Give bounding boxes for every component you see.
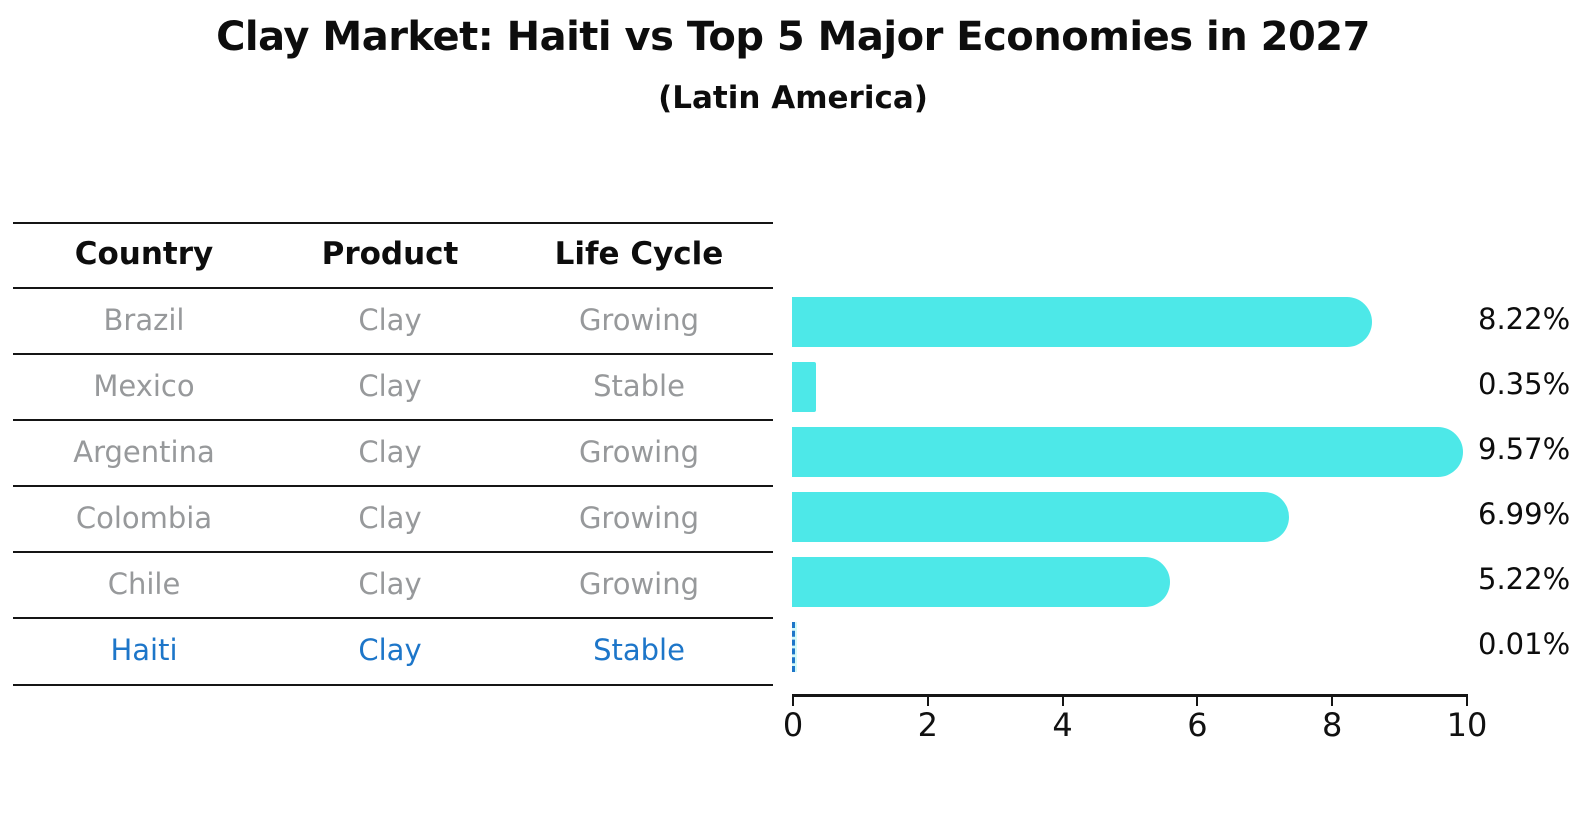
bar-value-label: 5.22% xyxy=(1478,562,1571,596)
x-axis-tick-label: 4 xyxy=(1052,706,1073,744)
x-axis-tick-label: 2 xyxy=(917,706,938,744)
x-axis-line xyxy=(792,694,1468,697)
x-axis-tick xyxy=(1061,697,1064,706)
product-cell: Clay xyxy=(358,567,422,601)
product-cell: Clay xyxy=(358,303,422,337)
table-rule xyxy=(13,353,773,355)
table-header-row: Country Product Life Cycle xyxy=(13,222,773,287)
table-header-country: Country xyxy=(74,236,214,272)
country-cell: Colombia xyxy=(75,501,213,535)
life-cycle-cell: Growing xyxy=(578,435,700,469)
chart-title: Clay Market: Haiti vs Top 5 Major Econom… xyxy=(216,14,1370,60)
table-header-product: Product xyxy=(321,236,459,272)
life-cycle-cell: Stable xyxy=(593,369,685,403)
bar-colombia xyxy=(792,492,1290,542)
product-cell: Clay xyxy=(358,369,422,403)
table-row: Brazil Clay Growing xyxy=(13,287,773,353)
bar-value-label: 0.35% xyxy=(1478,367,1571,401)
country-cell: Brazil xyxy=(103,303,185,337)
x-axis-tick xyxy=(792,697,794,706)
x-axis-tick-label: 8 xyxy=(1322,706,1343,744)
life-cycle-cell: Stable xyxy=(593,633,685,667)
chart-subtitle: (Latin America) xyxy=(658,80,928,116)
bar-haiti xyxy=(792,622,797,672)
bar-value-label: 8.22% xyxy=(1478,302,1571,336)
table-row: Mexico Clay Stable xyxy=(13,353,773,419)
table-header-life-cycle: Life Cycle xyxy=(554,236,724,272)
product-cell: Clay xyxy=(358,501,422,535)
life-cycle-cell: Growing xyxy=(578,501,700,535)
table-rule xyxy=(13,617,773,619)
table-row: Chile Clay Growing xyxy=(13,551,773,617)
table-rule xyxy=(13,684,773,686)
country-table: Country Product Life Cycle Brazil Clay G… xyxy=(13,0,773,823)
x-axis-tick xyxy=(1196,697,1199,706)
x-axis-tick xyxy=(1331,697,1334,706)
country-cell: Mexico xyxy=(93,369,195,403)
bar-value-label: 9.57% xyxy=(1478,432,1571,466)
bar-value-label: 0.01% xyxy=(1478,627,1571,661)
product-cell: Clay xyxy=(358,435,422,469)
table-rule xyxy=(13,222,773,224)
country-cell: Argentina xyxy=(73,435,215,469)
table-row: Colombia Clay Growing xyxy=(13,485,773,551)
x-axis-tick-label: 10 xyxy=(1446,706,1488,744)
life-cycle-cell: Growing xyxy=(578,567,700,601)
table-rule xyxy=(13,485,773,487)
bar-value-label: 6.99% xyxy=(1478,497,1571,531)
x-axis-tick xyxy=(1466,697,1468,706)
life-cycle-cell: Growing xyxy=(578,303,700,337)
product-cell: Clay xyxy=(358,633,422,667)
table-rule xyxy=(13,287,773,289)
table-rule xyxy=(13,551,773,553)
bar-brazil xyxy=(792,297,1373,347)
bar-chile xyxy=(792,557,1170,607)
table-row: Argentina Clay Growing xyxy=(13,419,773,485)
bar-mexico xyxy=(792,362,816,412)
country-cell: Haiti xyxy=(110,633,178,667)
x-axis-tick-label: 6 xyxy=(1187,706,1208,744)
table-rule xyxy=(13,419,773,421)
table-row-haiti: Haiti Clay Stable xyxy=(13,617,773,683)
country-cell: Chile xyxy=(107,567,181,601)
bar-argentina xyxy=(792,427,1464,477)
x-axis-tick xyxy=(926,697,929,706)
x-axis-tick-label: 0 xyxy=(782,706,804,744)
